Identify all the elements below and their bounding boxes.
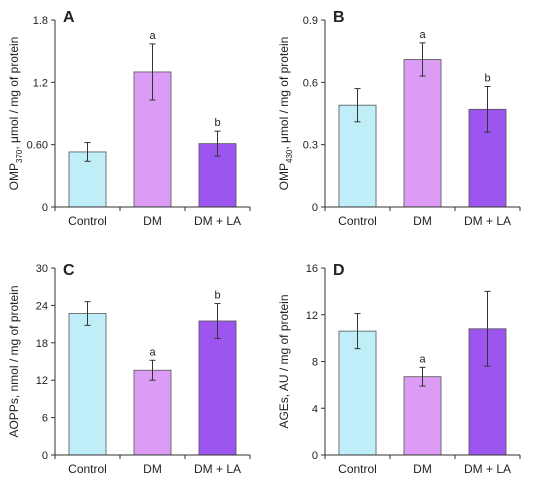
- y-axis-label: AGEs, AU / mg of protein: [277, 294, 291, 428]
- y-tick-label: 0: [42, 450, 48, 462]
- y-tick-label: 1.8: [33, 15, 48, 27]
- bar-control: [68, 313, 107, 456]
- y-tick-label: 0.9: [303, 15, 318, 27]
- y-tick-label: 24: [36, 300, 48, 312]
- panel-letter: D: [333, 262, 345, 279]
- y-tick-label: 1.2: [33, 77, 48, 89]
- y-tick-label: 0: [42, 202, 48, 214]
- bar-dm: [133, 369, 172, 456]
- category-label: DM + LA: [194, 214, 241, 228]
- y-tick-label: 4: [312, 403, 318, 415]
- panel-a: A Control a DM b DM + LA 0 0.60 1.2 1.8 OMP370, μm…: [7, 9, 251, 228]
- y-tick-label: 18: [36, 338, 48, 350]
- category-label: DM: [413, 214, 432, 228]
- significance-label: b: [214, 290, 220, 302]
- significance-label: a: [419, 353, 426, 365]
- y-axis-label: AOPPs, nmol / mg of protein: [7, 285, 21, 437]
- significance-label: a: [149, 30, 156, 42]
- panel-d: D Control a DM DM + LA 0 4 8 12 16 AGEs, AU / mg o…: [277, 262, 521, 476]
- bar-dm: [403, 376, 442, 456]
- significance-label: a: [149, 346, 156, 358]
- panel-c: C Control a DM b DM + LA 0 6 12 18 24 30 AOPPs, nmol…: [7, 262, 251, 476]
- panel-letter: B: [333, 9, 345, 26]
- y-tick-label: 0.3: [303, 140, 318, 152]
- category-label: DM: [413, 462, 432, 476]
- y-tick-label: 0.60: [27, 140, 48, 152]
- category-label: DM: [143, 462, 162, 476]
- y-tick-label: 30: [36, 263, 48, 275]
- panel-letter: A: [63, 9, 75, 26]
- significance-label: b: [214, 117, 220, 129]
- y-tick-label: 12: [36, 375, 48, 387]
- bar-control: [338, 330, 377, 456]
- significance-label: a: [419, 29, 426, 41]
- y-tick-label: 12: [306, 310, 318, 322]
- significance-label: b: [484, 72, 490, 84]
- y-axis-label: OMP430, μmol / mg of protein: [277, 37, 294, 191]
- category-label: Control: [338, 462, 377, 476]
- panel-letter: C: [63, 262, 75, 279]
- category-label: DM + LA: [464, 214, 511, 228]
- panel-b: B Control a DM b DM + LA 0 0.3 0.6 0.9 OMP430, μmo…: [277, 9, 521, 228]
- y-tick-label: 0.6: [303, 77, 318, 89]
- y-tick-label: 8: [312, 357, 318, 369]
- y-tick-label: 6: [42, 413, 48, 425]
- y-tick-label: 0: [312, 202, 318, 214]
- y-tick-label: 0: [312, 450, 318, 462]
- category-label: DM: [143, 214, 162, 228]
- category-label: DM + LA: [464, 462, 511, 476]
- bar-dm-la: [198, 320, 237, 456]
- category-label: DM + LA: [194, 462, 241, 476]
- category-label: Control: [338, 214, 377, 228]
- y-tick-label: 16: [306, 263, 318, 275]
- bar-dm: [403, 59, 442, 208]
- category-label: Control: [68, 462, 107, 476]
- category-label: Control: [68, 214, 107, 228]
- y-axis-label: OMP370, μmol / mg of protein: [7, 37, 24, 191]
